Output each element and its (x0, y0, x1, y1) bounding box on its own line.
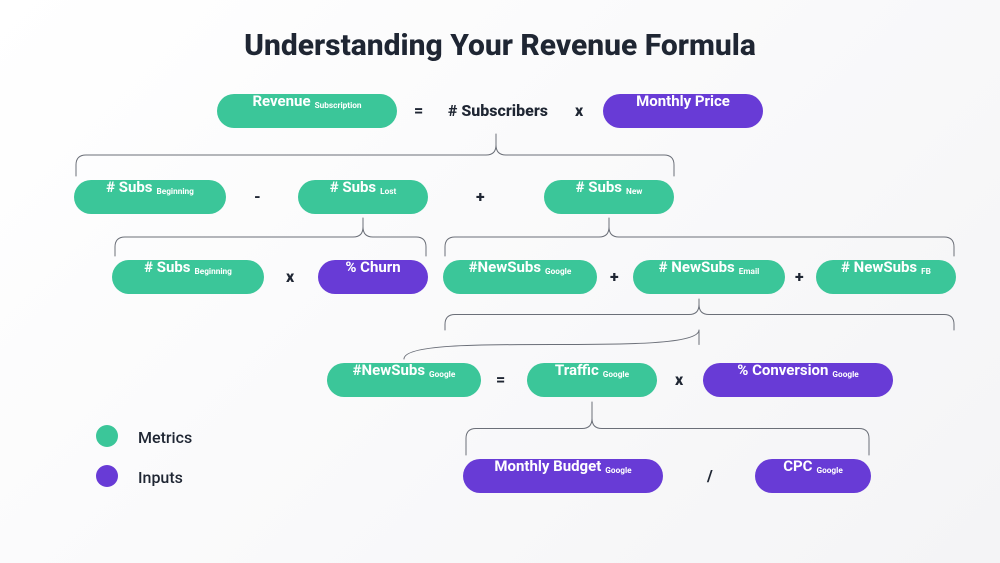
pill-sublabel: Google (429, 370, 455, 380)
pill-sublabel: Lost (380, 187, 396, 197)
pill-label: # Subs (106, 180, 152, 195)
legend-metrics-dot (96, 425, 118, 447)
operator-times: x (575, 101, 583, 120)
pill-label: Traffic (555, 363, 599, 378)
operator-times: x (286, 267, 294, 286)
pill-monthly-budget-google: Monthly Budget Google (463, 459, 663, 493)
operator-divide: / (707, 466, 713, 485)
operator-plus: + (795, 267, 804, 286)
pill-newsubs-google: #NewSubs Google (443, 260, 597, 294)
pill-sublabel: Google (605, 466, 631, 476)
pill-sublabel: New (626, 187, 642, 197)
pill-sublabel: Google (817, 466, 843, 476)
pill-label: #NewSubs (353, 363, 425, 378)
brace-connector (115, 218, 426, 256)
pill-label: # NewSubs (841, 260, 917, 275)
legend-inputs-dot (96, 465, 118, 487)
brace-connector (445, 218, 954, 256)
brace-connector (76, 134, 674, 176)
pill-newsubs-fb: # NewSubs FB (816, 260, 956, 294)
pill-label: Monthly Price (636, 94, 730, 109)
operator-plus: + (476, 187, 485, 206)
pill-traffic-google: Traffic Google (527, 363, 657, 397)
legend-inputs-label: Inputs (138, 468, 183, 487)
pill-subs-new: # Subs New (544, 180, 674, 214)
operator-plus: + (610, 267, 619, 286)
pill-sublabel: Beginning (157, 187, 194, 197)
pill-sublabel: FB (921, 267, 931, 277)
pill-subs-beginning-2: # Subs Beginning (112, 260, 264, 294)
pill-label: Revenue (252, 94, 310, 109)
pill-sublabel: Email (739, 267, 760, 277)
pill-newsubs-email: # NewSubs Email (633, 260, 785, 294)
pill-sublabel: Beginning (195, 267, 232, 277)
page-title: Understanding Your Revenue Formula (0, 28, 1000, 63)
pill-label: # Subs (576, 180, 622, 195)
pill-label: # Subs (144, 260, 190, 275)
pill-label: #NewSubs (469, 260, 541, 275)
brace-connector (404, 299, 954, 359)
pill-label: % Conversion (737, 363, 828, 378)
operator-equals: = (496, 370, 505, 389)
pill-sublabel: Google (603, 370, 629, 380)
brace-connector (466, 402, 869, 455)
pill-conversion-google: % Conversion Google (703, 363, 893, 397)
operator-equals: = (414, 101, 423, 120)
pill-churn: % Churn (318, 260, 428, 294)
pill-label: # NewSubs (659, 260, 735, 275)
pill-label: # Subs (330, 180, 376, 195)
pill-revenue-subscription: Revenue Subscription (217, 94, 397, 128)
pill-label: % Churn (345, 260, 400, 275)
pill-sublabel: Google (832, 370, 858, 380)
pill-newsubs-google-2: #NewSubs Google (327, 363, 481, 397)
pill-label: CPC (783, 459, 812, 474)
pill-monthly-price: Monthly Price (603, 94, 763, 128)
legend-metrics-label: Metrics (138, 428, 192, 447)
text-subscribers: # Subscribers (448, 101, 548, 120)
operator-minus: - (254, 187, 261, 206)
pill-sublabel: Subscription (315, 101, 362, 111)
operator-times: x (675, 370, 683, 389)
pill-label: Monthly Budget (494, 459, 601, 474)
pill-subs-beginning: # Subs Beginning (74, 180, 226, 214)
pill-sublabel: Google (545, 267, 571, 277)
pill-cpc-google: CPC Google (755, 459, 871, 493)
pill-subs-lost: # Subs Lost (298, 180, 428, 214)
